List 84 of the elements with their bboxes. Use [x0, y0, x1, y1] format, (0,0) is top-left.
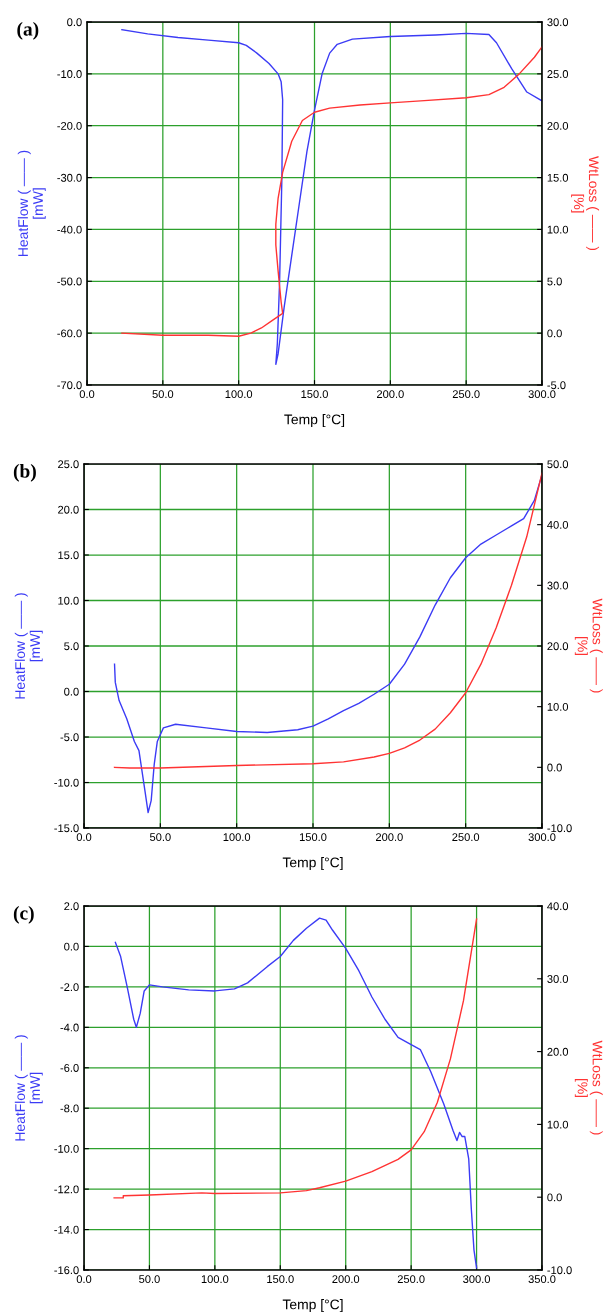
x-tick-label: 200.0 — [376, 390, 404, 399]
y-tick-label: -16.0 — [54, 1266, 79, 1275]
x-tick-label: 100.0 — [201, 1275, 229, 1284]
y2-tick-label: 30.0 — [547, 581, 569, 590]
line-series — [114, 917, 478, 1269]
y-tick-label: -2.0 — [60, 983, 79, 992]
x-tick-label: 0.0 — [76, 1275, 92, 1284]
x-axis-title: Temp [°C] — [282, 857, 343, 871]
x-tick-label: 100.0 — [223, 833, 251, 842]
y2-tick-label: 20.0 — [547, 642, 569, 651]
y2-tick-label: 0.0 — [547, 1193, 562, 1202]
y2-tick-label: 40.0 — [547, 902, 569, 911]
y2-tick-label: 20.0 — [547, 121, 569, 130]
x-tick-label: 0.0 — [79, 390, 95, 399]
x-tick-label: 300.0 — [528, 833, 556, 842]
y2-tick-label: -10.0 — [547, 1266, 572, 1275]
y2-tick-label: 10.0 — [547, 702, 569, 711]
y-tick-label: -10.0 — [57, 70, 82, 78]
y2-tick-label: 40.0 — [547, 520, 569, 529]
x-tick-label: 50.0 — [152, 390, 174, 399]
x-tick-label: 100.0 — [225, 390, 253, 399]
y-tick-label: 0.0 — [64, 687, 79, 696]
chart-title: (c) — [13, 906, 34, 924]
y-tick-label: 15.0 — [58, 551, 79, 560]
y2-tick-label: 0.0 — [547, 329, 562, 338]
y-tick-label: 2.0 — [64, 902, 79, 911]
chart-title: (a) — [17, 22, 39, 40]
y-axis-title: HeatFlow ( —— ) [mW] — [14, 1035, 43, 1141]
y2-tick-label: 15.0 — [547, 173, 569, 182]
x-tick-label: 300.0 — [528, 390, 556, 399]
y-tick-label: -10.0 — [54, 778, 79, 787]
y2-axis-title: WtLoss ( —— ) [%] — [571, 156, 600, 251]
y2-axis-title: WtLoss ( —— ) [%] — [574, 598, 603, 693]
x-tick-label: 200.0 — [332, 1275, 360, 1284]
y-tick-label: 10.0 — [58, 596, 79, 605]
y2-tick-label: 10.0 — [547, 1120, 569, 1129]
y-tick-label: -4.0 — [60, 1023, 79, 1032]
x-tick-label: 50.0 — [149, 833, 171, 842]
y-tick-label: 0.0 — [64, 942, 79, 951]
y-tick-label: -50.0 — [57, 277, 82, 286]
x-axis-title: Temp [°C] — [282, 1299, 343, 1313]
y2-tick-label: -5.0 — [547, 381, 566, 390]
y2-tick-label: 10.0 — [547, 225, 569, 234]
line-series — [113, 918, 478, 1199]
x-tick-label: 0.0 — [76, 833, 92, 842]
x-tick-label: 250.0 — [452, 390, 480, 399]
y-tick-label: 0.0 — [67, 18, 82, 27]
y2-tick-label: 20.0 — [547, 1047, 569, 1056]
y-tick-label: 20.0 — [58, 505, 79, 514]
y2-tick-label: 50.0 — [547, 460, 569, 469]
y2-tick-label: -10.0 — [547, 824, 572, 833]
y-tick-label: -8.0 — [60, 1104, 79, 1113]
x-tick-label: 250.0 — [397, 1275, 425, 1284]
y2-axis-title: WtLoss ( —— ) [%] — [574, 1040, 603, 1135]
y-tick-label: 25.0 — [58, 460, 79, 469]
y2-tick-label: 0.0 — [547, 763, 562, 772]
x-tick-label: 150.0 — [299, 833, 327, 842]
y-tick-label: -40.0 — [57, 225, 82, 234]
y-tick-label: -10.0 — [54, 1144, 79, 1153]
x-tick-label: 150.0 — [301, 390, 328, 399]
y2-tick-label: 30.0 — [547, 18, 569, 27]
y-tick-label: 5.0 — [64, 642, 79, 651]
y-tick-label: -20.0 — [57, 121, 82, 130]
y2-tick-label: 30.0 — [547, 975, 569, 983]
x-tick-label: 350.0 — [528, 1275, 556, 1284]
x-tick-label: 200.0 — [375, 833, 403, 842]
y-tick-label: -60.0 — [57, 329, 82, 338]
y-tick-label: -6.0 — [60, 1064, 79, 1072]
y2-tick-label: 5.0 — [547, 277, 562, 286]
y-tick-label: -70.0 — [57, 381, 82, 390]
y-tick-label: -14.0 — [54, 1225, 79, 1234]
x-tick-label: 300.0 — [463, 1275, 491, 1284]
y-tick-label: -5.0 — [60, 733, 79, 742]
x-axis-title: Temp [°C] — [284, 414, 345, 428]
y-tick-label: -30.0 — [57, 173, 82, 182]
x-tick-label: 50.0 — [139, 1275, 160, 1284]
chart-title: (b) — [13, 464, 36, 482]
x-tick-label: 150.0 — [267, 1275, 294, 1284]
y-tick-label: -15.0 — [54, 824, 79, 833]
y-tick-label: -12.0 — [54, 1185, 79, 1194]
x-tick-label: 250.0 — [452, 833, 480, 842]
y-axis-title: HeatFlow ( —— ) [mW] — [14, 593, 43, 699]
y2-tick-label: 25.0 — [547, 70, 569, 78]
y-axis-title: HeatFlow ( —— ) [mW] — [17, 150, 46, 256]
